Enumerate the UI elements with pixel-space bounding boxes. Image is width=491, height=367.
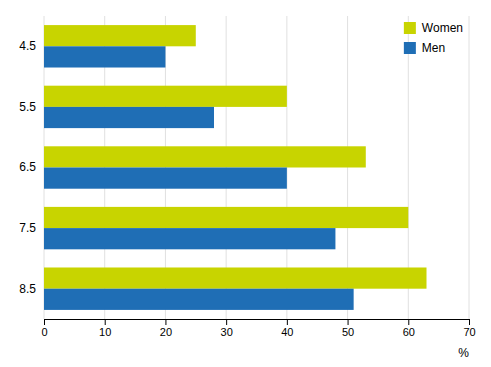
bar [44,168,287,189]
bar-series [44,25,427,289]
tick-label: 7.5 [19,221,36,235]
tick-label: 20 [160,326,172,338]
tick-label: 70 [463,326,475,338]
tick-mark [105,319,106,325]
bar [44,107,214,128]
bar [44,289,354,310]
tick-mark [226,319,227,325]
tick-label: 10 [99,326,111,338]
tick-label: 8.5 [19,282,36,296]
tick-label: 50 [342,326,354,338]
tick-label: 6.5 [19,160,36,174]
grid-line [469,16,470,319]
bar [44,86,287,107]
bar [44,267,427,288]
tick: 70 [463,319,475,338]
y-axis: 4.5 5.5 6.5 7.5 8.5 [19,39,36,295]
legend-swatch [404,22,416,34]
tick: 50 [342,319,354,338]
tick: 40 [281,319,293,338]
tick: 0 [41,319,47,338]
tick: 8.5 [19,282,36,296]
axis-domain [45,320,470,326]
tick-label: 60 [403,326,415,338]
tick-mark [348,319,349,325]
legend-swatch [404,42,416,54]
tick-label: 40 [281,326,293,338]
x-axis: 0 10 20 30 40 50 60 70 [41,319,475,338]
tick: 30 [221,319,233,338]
bars [44,25,427,310]
tick: 5.5 [19,100,36,114]
tick-label: 5.5 [19,100,36,114]
tick-mark [469,319,470,325]
tick: 60 [403,319,415,338]
bar [44,146,366,167]
legend-item: Men [404,41,445,55]
chart: 0 10 20 30 40 50 60 70 4.5 5.5 6.5 7.5 8.5% Women Men [0,0,491,367]
tick: 4.5 [19,39,36,53]
tick-label: 0 [41,326,47,338]
tick: 6.5 [19,160,36,174]
bar [44,228,335,249]
legend-label: Women [422,21,463,35]
axis-label: % [458,346,469,360]
tick-label: 4.5 [19,39,36,53]
bar [44,46,165,67]
legend-label: Men [422,41,445,55]
tick: 7.5 [19,221,36,235]
tick-label: 30 [221,326,233,338]
tick-mark [44,319,45,325]
legend: Women Men [404,21,463,55]
tick: 20 [160,319,172,338]
legend-item: Women [404,21,463,35]
tick-mark [165,319,166,325]
bar [44,207,408,228]
tick-mark [287,319,288,325]
tick-mark [408,319,409,325]
tick: 10 [99,319,111,338]
bar [44,25,196,46]
plot: 0 10 20 30 40 50 60 70 4.5 5.5 6.5 7.5 8.5% Women Men [19,16,475,360]
bar-series [44,46,354,310]
grid [44,16,469,319]
